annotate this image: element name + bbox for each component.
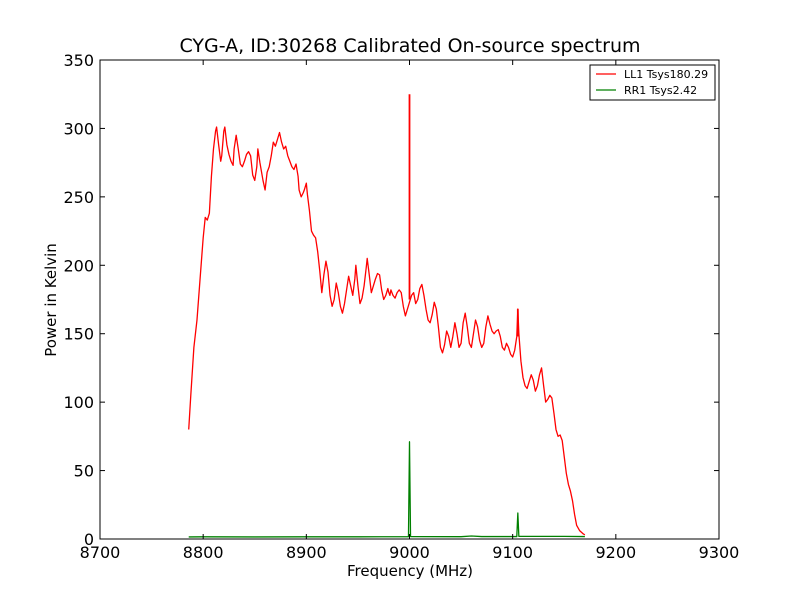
y-tick-label: 150	[63, 325, 94, 344]
y-tick-label: 0	[84, 530, 94, 549]
legend-label-rr1: RR1 Tsys2.42	[624, 84, 697, 97]
x-tick-label: 9200	[595, 543, 636, 562]
y-tick-label: 200	[63, 256, 94, 275]
chart-title: CYG-A, ID:30268 Calibrated On-source spe…	[179, 35, 640, 57]
legend: LL1 Tsys180.29 RR1 Tsys2.42	[589, 64, 716, 101]
y-tick-label: 350	[63, 51, 94, 70]
x-tick-label: 9300	[699, 543, 740, 562]
ticks-layer: 8700 8800 8900 9000 9100 9200 9300 0 50 100 150 200…	[63, 51, 739, 562]
x-tick-label: 8700	[80, 543, 121, 562]
legend-box	[589, 64, 716, 101]
x-tick-label: 9100	[492, 543, 533, 562]
x-axis-label: Frequency (MHz)	[347, 562, 473, 580]
y-tick-label: 50	[74, 462, 94, 481]
legend-label-ll1: LL1 Tsys180.29	[624, 68, 708, 81]
y-tick-label: 250	[63, 188, 94, 207]
y-axis-label: Power in Kelvin	[42, 243, 60, 357]
series-layer	[188, 94, 586, 538]
series-line-rr1	[188, 441, 585, 538]
y-tick-label: 100	[63, 393, 94, 412]
x-tick-label: 9000	[389, 543, 430, 562]
y-tick-label: 300	[63, 119, 94, 138]
x-tick-label: 8800	[183, 543, 224, 562]
x-tick-label: 8900	[286, 543, 327, 562]
series-line-ll1	[188, 126, 586, 536]
